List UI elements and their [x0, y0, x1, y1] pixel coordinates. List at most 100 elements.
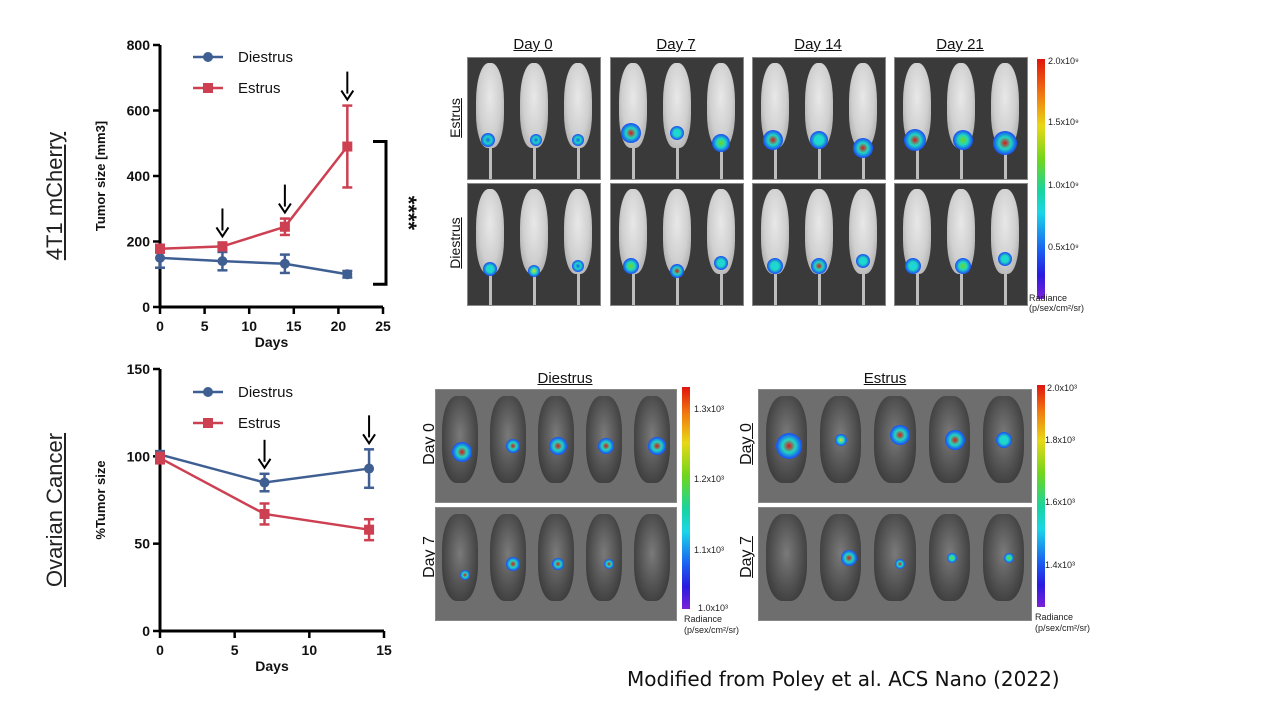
colorbar-top	[1037, 59, 1045, 299]
data-point	[279, 221, 290, 232]
data-point	[155, 243, 165, 254]
y-tick-label: 600	[127, 103, 151, 119]
bioluminescence-signal	[712, 133, 730, 152]
colorbar-estrus-tick-2: 1.6x10³	[1045, 497, 1076, 507]
day-label-7: Day 7	[656, 36, 696, 53]
series-line-diestrus	[159, 256, 348, 276]
legend-marker	[203, 418, 213, 428]
estrus-panel-day-3	[894, 57, 1028, 180]
bioluminescence-signal	[998, 252, 1012, 267]
bioluminescence-signal	[480, 133, 495, 148]
legend-label: Estrus	[238, 80, 281, 97]
bioluminescence-signal	[953, 130, 974, 151]
bioluminescence-signal	[620, 123, 641, 144]
mouse-image	[706, 62, 736, 148]
y-tick-label: 400	[127, 168, 151, 184]
legend-marker	[203, 387, 213, 397]
legend-label: Diestrus	[238, 49, 293, 66]
bioluminescence-signal	[714, 255, 728, 270]
bioluminescence-signal	[670, 264, 684, 279]
colorbar-diestrus-title: Radiance	[684, 614, 723, 624]
data-point	[259, 477, 270, 488]
estrus-day7-label: Day 7	[738, 536, 755, 578]
day-label-0: Day 0	[513, 36, 553, 53]
bioluminescence-signal	[670, 126, 684, 141]
bioluminescence-signal	[890, 424, 911, 445]
series-line-estrus	[159, 145, 349, 250]
x-tick-label: 0	[156, 318, 164, 334]
bioluminescence-signal	[995, 432, 1012, 449]
mouse-image	[563, 62, 593, 148]
bioluminescence-signal	[552, 558, 565, 570]
bioluminescence-signal	[955, 258, 972, 275]
group-label-diestrus: Diestrus	[447, 217, 463, 269]
mouse-image	[983, 513, 1025, 601]
estrus-day0-panel	[758, 389, 1032, 503]
colorbar-top-tick-1: 1.5x10⁹	[1048, 117, 1079, 127]
x-tick-label: 15	[286, 318, 302, 334]
data-point	[364, 524, 375, 535]
data-point	[217, 256, 228, 267]
significance-stars: ****	[396, 196, 420, 231]
estrus-panel-day-2	[752, 57, 886, 180]
colorbar-top-tick-0: 2.0x10⁹	[1048, 56, 1079, 66]
day-label-14: Day 14	[794, 36, 842, 53]
significance-bracket	[373, 140, 388, 286]
colorbar-diestrus-tick-1: 1.2x10³	[694, 474, 725, 484]
mouse-image	[519, 188, 549, 274]
arrow-icon	[278, 203, 292, 215]
mouse-tail	[720, 145, 723, 179]
mouse-image	[519, 62, 549, 148]
panel-title-estrus: Estrus	[863, 370, 907, 387]
bioluminescence-signal	[452, 441, 473, 462]
data-point	[279, 258, 290, 269]
diestrus-panel-day-0	[467, 183, 601, 306]
data-point	[342, 269, 353, 280]
mouse-image	[489, 395, 527, 483]
bioluminescence-signal	[895, 559, 906, 569]
mouse-image	[848, 62, 878, 148]
mouse-tail	[862, 271, 865, 305]
diestrus-panel-day-3	[894, 183, 1028, 306]
mouse-tail	[577, 145, 580, 179]
y-tick-label: 200	[127, 234, 151, 250]
diestrus-day0-panel	[435, 389, 677, 503]
data-point	[342, 141, 353, 152]
arrow-icon	[362, 433, 376, 446]
mouse-image	[765, 513, 807, 601]
group-label-estrus: Estrus	[447, 98, 463, 138]
y-tick-label: 800	[127, 37, 151, 53]
mouse-image	[563, 188, 593, 274]
estrus-day0-label: Day 0	[738, 423, 755, 465]
mouse-image	[441, 513, 479, 601]
y-tick-label: 0	[142, 623, 150, 639]
legend-marker	[203, 52, 213, 62]
bioluminescence-signal	[903, 129, 926, 152]
data-point	[155, 252, 165, 263]
x-tick-label: 25	[375, 318, 391, 334]
data-point	[364, 463, 375, 474]
x-axis-label: Days	[255, 334, 289, 350]
y-tick-label: 100	[127, 448, 151, 464]
y-axis-label: Tumor size [mm3]	[93, 121, 108, 231]
arrow-icon	[257, 458, 272, 470]
bioluminescence-signal	[853, 137, 873, 158]
percent-tumor-chart: 0 50 100 150 0 5 10 15 Days %Tumor size Diestrus Es…	[93, 361, 392, 674]
colorbar-diestrus-tick-0: 1.3x10³	[694, 404, 725, 414]
y-tick-label: 150	[127, 361, 151, 377]
mouse-tail	[862, 145, 865, 179]
colorbar-estrus-tick-0: 2.0x10³	[1047, 383, 1078, 393]
bioluminescence-signal	[572, 260, 584, 273]
legend-label: Estrus	[238, 415, 281, 432]
bioluminescence-signal	[1004, 553, 1015, 564]
colorbar-top-units: (p/sex/cm²/sr)	[1029, 303, 1084, 313]
bioluminescence-signal	[647, 437, 666, 455]
mouse-tail	[533, 271, 536, 305]
bioluminescence-signal	[762, 130, 783, 151]
mouse-image	[874, 513, 916, 601]
x-tick-label: 10	[241, 318, 257, 334]
data-point	[259, 508, 270, 519]
x-tick-label: 0	[156, 642, 164, 658]
mouse-tail	[632, 145, 635, 179]
y-tick-label: 50	[134, 536, 150, 552]
